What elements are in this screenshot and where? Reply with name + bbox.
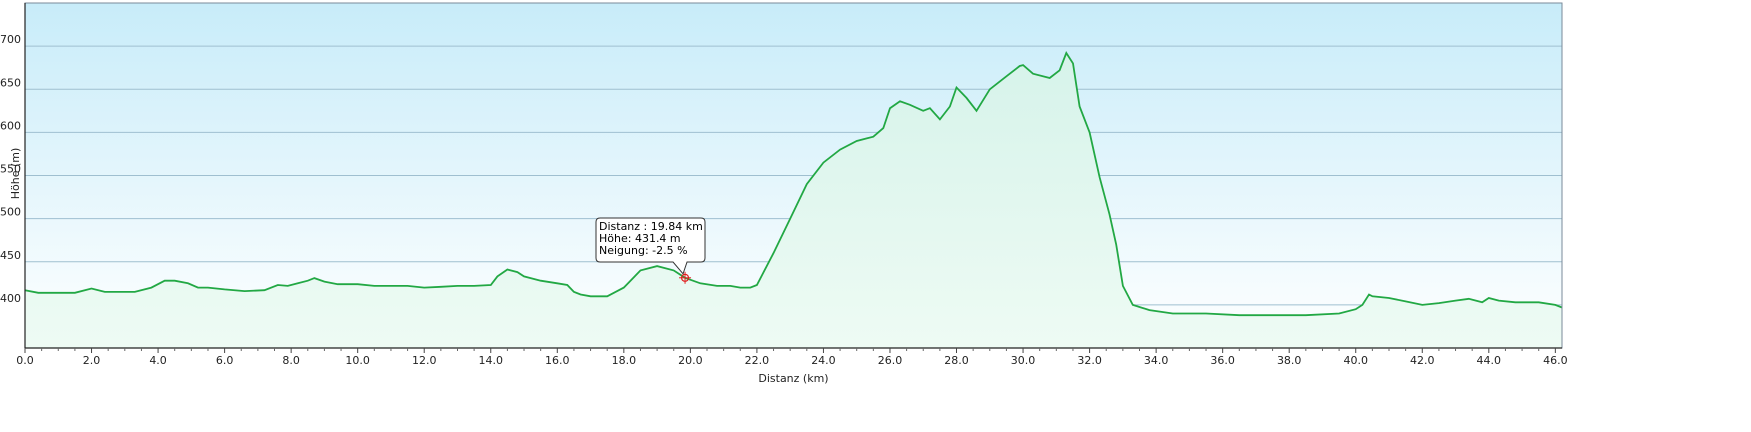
x-tick-label: 22.0 xyxy=(745,354,770,367)
x-tick-label: 10.0 xyxy=(345,354,370,367)
x-tick-label: 14.0 xyxy=(479,354,504,367)
elevation-series-line xyxy=(24,51,1563,317)
x-tick-label: 6.0 xyxy=(216,354,234,367)
tooltip-line: Distanz : 19.84 km xyxy=(599,220,703,233)
x-axis-ticks: 0.0 2.0 4.0 6.0 8.0 10.0 12.0 14.0 16.0 18.0 20.0 2… xyxy=(16,348,1568,367)
y-axis-ticks: 400 450 500 550 600 650 700 xyxy=(0,33,21,305)
y-tick-label: 600 xyxy=(0,119,21,132)
tooltip-line: Höhe: 431.4 m xyxy=(599,232,681,245)
x-tick-label: 38.0 xyxy=(1277,354,1302,367)
x-tick-label: 40.0 xyxy=(1343,354,1368,367)
elevation-area-fill xyxy=(25,53,1562,348)
tooltip-line: Neigung: -2.5 % xyxy=(599,244,688,257)
x-tick-label: 44.0 xyxy=(1477,354,1502,367)
x-tick-label: 0.0 xyxy=(16,354,34,367)
y-tick-label: 650 xyxy=(0,76,21,89)
y-tick-label: 550 xyxy=(0,163,21,176)
x-tick-label: 30.0 xyxy=(1011,354,1036,367)
x-axis-title: Distanz (km) xyxy=(758,372,828,385)
x-tick-label: 4.0 xyxy=(149,354,167,367)
x-tick-label: 32.0 xyxy=(1077,354,1102,367)
x-tick-label: 36.0 xyxy=(1210,354,1235,367)
x-tick-label: 8.0 xyxy=(282,354,300,367)
x-tick-label: 42.0 xyxy=(1410,354,1435,367)
tooltip-box xyxy=(595,217,706,275)
x-tick-label: 20.0 xyxy=(678,354,703,367)
y-tick-label: 400 xyxy=(0,292,21,305)
x-tick-label: 24.0 xyxy=(811,354,836,367)
x-tick-label: 2.0 xyxy=(83,354,101,367)
x-tick-label: 18.0 xyxy=(612,354,637,367)
x-tick-label: 46.0 xyxy=(1543,354,1568,367)
y-axis-title: Höhe (m) xyxy=(9,148,22,200)
x-tick-label: 28.0 xyxy=(944,354,969,367)
x-tick-label: 26.0 xyxy=(878,354,903,367)
x-tick-label: 16.0 xyxy=(545,354,570,367)
y-tick-label: 700 xyxy=(0,33,21,46)
x-tick-label: 34.0 xyxy=(1144,354,1169,367)
y-tick-label: 500 xyxy=(0,206,21,219)
x-tick-label: 12.0 xyxy=(412,354,437,367)
hover-position-marker-icon[interactable] xyxy=(679,271,692,284)
y-tick-label: 450 xyxy=(0,249,21,262)
